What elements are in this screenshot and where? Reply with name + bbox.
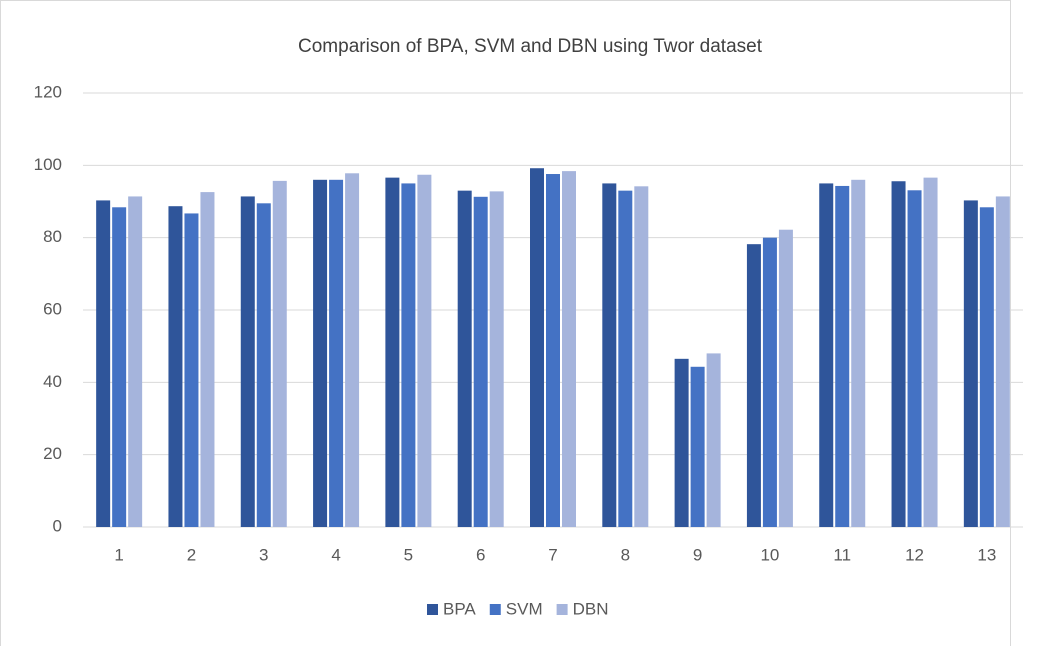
x-tick-label: 2: [187, 545, 196, 564]
chart-title: Comparison of BPA, SVM and DBN using Two…: [298, 36, 763, 57]
bar: [674, 358, 689, 527]
x-tick-label: 7: [548, 545, 557, 564]
x-tick-label: 3: [259, 545, 268, 564]
y-tick-label: 40: [43, 372, 62, 391]
x-tick-label: 1: [114, 545, 123, 564]
bar: [168, 206, 183, 527]
bar: [979, 207, 994, 527]
bar: [457, 190, 472, 527]
legend-label: BPA: [443, 599, 476, 618]
bar: [891, 181, 906, 527]
chart-border: [0, 0, 1011, 646]
bar: [473, 196, 488, 527]
bar: [128, 196, 143, 528]
x-tick-label: 5: [404, 545, 413, 564]
x-tick-label: 11: [833, 545, 851, 564]
y-tick-label: 20: [43, 444, 62, 463]
bar: [329, 179, 344, 528]
x-tick-label: 4: [331, 545, 340, 564]
bar: [995, 196, 1010, 528]
bar: [184, 213, 199, 527]
legend-swatch: [556, 604, 568, 615]
bar: [778, 229, 793, 527]
x-tick-label: 12: [905, 545, 924, 564]
bar: [530, 168, 544, 527]
bar: [546, 174, 560, 527]
x-tick-label: 10: [760, 545, 779, 564]
x-tick-label: 8: [621, 545, 630, 564]
bar: [851, 179, 866, 528]
bar: [602, 183, 617, 527]
bar: [618, 190, 633, 527]
bar: [562, 171, 576, 527]
bar: [112, 207, 127, 527]
bar: [907, 190, 922, 527]
bar: [313, 179, 328, 528]
y-tick-label: 120: [34, 82, 62, 101]
x-tick-label: 13: [977, 545, 996, 564]
legend-label: SVM: [506, 599, 543, 618]
y-tick-label: 0: [53, 516, 62, 535]
bar: [385, 177, 400, 527]
bar: [634, 186, 649, 527]
bar: [256, 203, 271, 527]
bar: [401, 183, 416, 527]
y-tick-label: 100: [34, 155, 62, 174]
bar: [489, 191, 504, 527]
bar: [746, 244, 761, 527]
bar: [96, 200, 111, 528]
x-tick-label: 6: [476, 545, 485, 564]
y-tick-label: 80: [43, 227, 62, 246]
bar: [345, 173, 360, 528]
bar: [819, 183, 834, 527]
bar: [963, 200, 978, 528]
bar: [706, 353, 721, 527]
y-tick-label: 60: [43, 299, 62, 318]
legend-swatch: [427, 604, 438, 615]
bar: [240, 196, 255, 528]
bar: [200, 192, 215, 527]
bar: [272, 180, 287, 527]
bar: [690, 366, 705, 527]
x-tick-label: 9: [693, 545, 702, 564]
bar: [923, 177, 938, 527]
bar: [762, 237, 777, 527]
legend-label: DBN: [573, 599, 609, 618]
bar: [417, 174, 432, 527]
legend-swatch: [489, 604, 501, 615]
bar: [835, 185, 850, 527]
